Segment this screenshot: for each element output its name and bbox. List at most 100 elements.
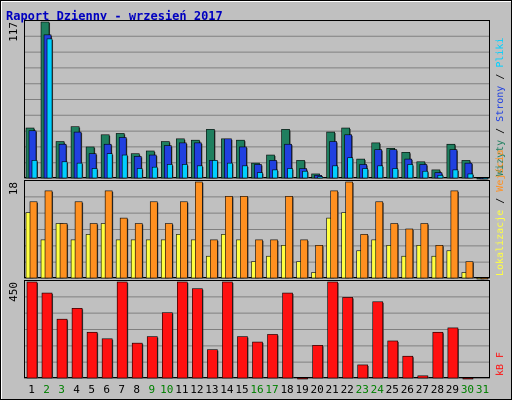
bar-top-pliki-day-11 bbox=[182, 164, 187, 178]
bar-top-pliki-day-2 bbox=[47, 39, 52, 178]
bar-middle-wej-cia-day-15 bbox=[240, 196, 247, 278]
bar-middle-wej-cia-day-30 bbox=[466, 262, 473, 278]
bar-middle-wej-cia-day-26 bbox=[406, 229, 413, 278]
bar-bottom-kb-f-day-13 bbox=[207, 350, 217, 378]
bar-bottom-kb-f-day-19 bbox=[298, 378, 308, 379]
legend-item-lokalizacje: Lokalizacje bbox=[495, 210, 506, 276]
bar-top-pliki-day-19 bbox=[303, 171, 308, 178]
legend-item-wej-cia: Wejścia bbox=[494, 150, 506, 192]
bar-middle-wej-cia-day-4 bbox=[75, 202, 82, 278]
bar-middle-wej-cia-day-24 bbox=[376, 202, 383, 278]
x-label-day-23: 23 bbox=[356, 383, 369, 396]
bar-middle-wej-cia-day-18 bbox=[286, 196, 293, 278]
x-label-day-4: 4 bbox=[73, 383, 80, 396]
bar-middle-wej-cia-day-13 bbox=[210, 240, 217, 278]
bar-bottom-kb-f-day-7 bbox=[117, 282, 127, 378]
panel-bottom-ymax-label: 450 bbox=[7, 282, 20, 302]
bar-top-pliki-day-5 bbox=[92, 169, 97, 178]
bar-middle-wej-cia-day-19 bbox=[301, 240, 308, 278]
bar-top-pliki-day-7 bbox=[122, 155, 127, 178]
bar-bottom-kb-f-day-16 bbox=[252, 342, 262, 378]
x-label-day-15: 15 bbox=[235, 383, 248, 396]
bar-bottom-kb-f-day-27 bbox=[418, 376, 428, 378]
bar-middle-wej-cia-day-17 bbox=[271, 240, 278, 278]
bar-top-pliki-day-27 bbox=[423, 171, 428, 178]
x-label-day-14: 14 bbox=[220, 383, 234, 396]
bar-bottom-kb-f-day-23 bbox=[358, 365, 368, 378]
bar-top-pliki-day-15 bbox=[242, 166, 247, 178]
bar-bottom-kb-f-day-24 bbox=[373, 302, 383, 378]
bar-middle-wej-cia-day-27 bbox=[421, 224, 428, 278]
x-label-day-5: 5 bbox=[88, 383, 95, 396]
bar-bottom-kb-f-day-30 bbox=[463, 378, 473, 379]
bar-top-pliki-day-14 bbox=[227, 163, 232, 178]
legend-bottom: kB F bbox=[495, 352, 506, 376]
bar-top-pliki-day-23 bbox=[363, 169, 368, 178]
x-label-day-25: 25 bbox=[386, 383, 399, 396]
x-label-day-22: 22 bbox=[341, 383, 354, 396]
bar-top-pliki-day-31 bbox=[483, 178, 488, 179]
bar-bottom-kb-f-day-15 bbox=[237, 337, 247, 378]
legend-item-pliki: Pliki bbox=[495, 38, 506, 68]
x-label-day-1: 1 bbox=[28, 383, 35, 396]
bar-top-pliki-day-21 bbox=[333, 166, 338, 178]
bar-bottom-kb-f-day-8 bbox=[132, 343, 142, 378]
panel-middle: 18 bbox=[7, 180, 490, 279]
bar-bottom-kb-f-day-17 bbox=[268, 334, 278, 378]
bar-bottom-kb-f-day-6 bbox=[102, 339, 112, 378]
bar-top-pliki-day-17 bbox=[273, 170, 278, 178]
x-label-day-29: 29 bbox=[446, 383, 459, 396]
x-label-day-12: 12 bbox=[190, 383, 203, 396]
legend-separator: / bbox=[495, 122, 506, 140]
bar-top-pliki-day-8 bbox=[137, 169, 142, 178]
bar-top-pliki-day-22 bbox=[348, 158, 353, 178]
bar-middle-wej-cia-day-11 bbox=[180, 202, 187, 278]
bar-middle-wej-cia-day-14 bbox=[225, 196, 232, 278]
bar-middle-wej-cia-day-1 bbox=[30, 202, 37, 278]
bar-top-pliki-day-12 bbox=[197, 166, 202, 178]
bar-bottom-kb-f-day-12 bbox=[192, 289, 202, 378]
bar-middle-wej-cia-day-8 bbox=[135, 224, 142, 278]
bar-middle-wej-cia-day-28 bbox=[436, 245, 443, 278]
x-label-day-16: 16 bbox=[250, 383, 263, 396]
bar-top-pliki-day-20 bbox=[318, 177, 323, 178]
x-label-day-24: 24 bbox=[371, 383, 385, 396]
bar-bottom-kb-f-day-2 bbox=[42, 293, 52, 378]
x-label-day-18: 18 bbox=[280, 383, 293, 396]
bar-middle-wej-cia-day-6 bbox=[105, 191, 112, 278]
bar-bottom-kb-f-day-26 bbox=[403, 356, 413, 378]
bar-middle-wej-cia-day-9 bbox=[150, 202, 157, 278]
bar-bottom-kb-f-day-4 bbox=[72, 308, 82, 378]
panel-middle-ymax-label: 18 bbox=[7, 182, 20, 195]
x-label-day-7: 7 bbox=[118, 383, 125, 396]
x-label-day-2: 2 bbox=[43, 383, 50, 396]
bar-middle-wej-cia-day-7 bbox=[120, 218, 127, 278]
bar-top-pliki-day-1 bbox=[32, 160, 37, 178]
x-label-day-20: 20 bbox=[311, 383, 324, 396]
bar-bottom-kb-f-day-18 bbox=[283, 293, 293, 378]
chart-panels: 117 18 450 bbox=[7, 20, 490, 379]
bar-top-pliki-day-30 bbox=[468, 174, 473, 178]
bar-middle-wej-cia-day-5 bbox=[90, 224, 97, 278]
panel-top-ymax-label: 117 bbox=[7, 22, 20, 42]
x-label-day-8: 8 bbox=[133, 383, 140, 396]
bar-bottom-kb-f-day-14 bbox=[222, 282, 232, 378]
bar-bottom-kb-f-day-20 bbox=[313, 345, 323, 378]
bar-middle-wej-cia-day-22 bbox=[346, 182, 353, 278]
bar-bottom-kb-f-day-22 bbox=[343, 297, 353, 378]
bar-bottom-kb-f-day-28 bbox=[433, 332, 443, 378]
x-label-day-27: 27 bbox=[416, 383, 429, 396]
x-label-day-11: 11 bbox=[175, 383, 188, 396]
bar-bottom-kb-f-day-21 bbox=[328, 282, 338, 378]
legend-separator: / bbox=[495, 192, 506, 210]
x-label-day-19: 19 bbox=[295, 383, 308, 396]
bar-top-pliki-day-16 bbox=[257, 173, 262, 178]
bar-middle-wej-cia-day-20 bbox=[316, 245, 323, 278]
x-label-day-26: 26 bbox=[401, 383, 414, 396]
bar-bottom-kb-f-day-10 bbox=[162, 313, 172, 378]
bar-top-pliki-day-24 bbox=[378, 166, 383, 178]
bar-top-pliki-day-9 bbox=[152, 167, 157, 178]
bar-middle-wej-cia-day-23 bbox=[361, 234, 368, 278]
